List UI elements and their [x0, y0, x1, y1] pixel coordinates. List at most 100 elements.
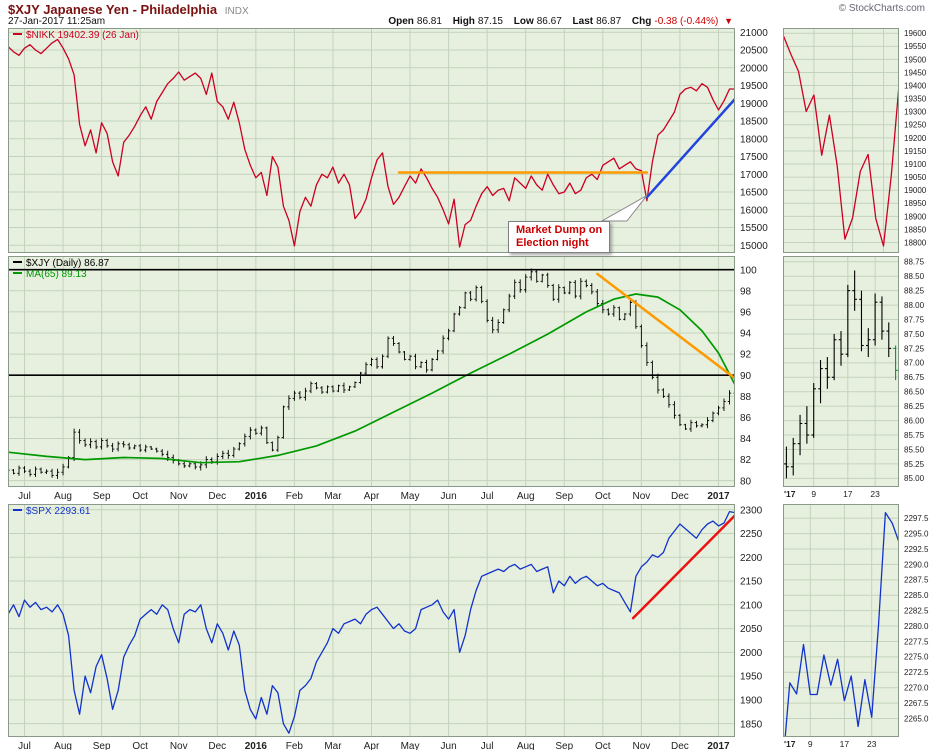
svg-text:Jul: Jul: [481, 741, 494, 750]
svg-text:1900: 1900: [740, 696, 763, 707]
svg-text:2100: 2100: [740, 600, 763, 611]
svg-text:16500: 16500: [740, 188, 768, 199]
svg-text:Dec: Dec: [208, 741, 226, 750]
svg-text:Dec: Dec: [208, 491, 226, 502]
svg-text:18850: 18850: [904, 225, 927, 234]
svg-text:2282.5: 2282.5: [904, 607, 929, 616]
svg-text:23: 23: [867, 739, 877, 749]
chart-xjy-zoom: 88.75 88.50 88.25 88.00 87.75 87.50 87.25 87.00…: [783, 256, 930, 503]
svg-text:15500: 15500: [740, 223, 768, 234]
svg-text:2016: 2016: [245, 741, 268, 750]
svg-text:85.50: 85.50: [904, 445, 925, 454]
svg-text:17000: 17000: [740, 170, 768, 181]
last-value: 86.87: [596, 16, 622, 27]
svg-text:2295.0: 2295.0: [904, 529, 929, 538]
svg-text:Sep: Sep: [555, 741, 573, 750]
svg-text:16000: 16000: [740, 205, 768, 216]
svg-text:Aug: Aug: [517, 741, 535, 750]
svg-text:Apr: Apr: [364, 491, 380, 502]
svg-text:17: 17: [840, 739, 850, 749]
svg-text:87.00: 87.00: [904, 359, 925, 368]
svg-text:Nov: Nov: [632, 491, 650, 502]
svg-text:19550: 19550: [904, 42, 927, 51]
instrument-name: Japanese Yen - Philadelphia: [43, 2, 218, 17]
svg-text:2297.5: 2297.5: [904, 514, 929, 523]
svg-text:88.25: 88.25: [904, 287, 925, 296]
svg-text:15000: 15000: [740, 241, 768, 252]
svg-text:18800: 18800: [904, 238, 927, 247]
svg-text:87.75: 87.75: [904, 315, 925, 324]
svg-text:Oct: Oct: [595, 741, 611, 750]
svg-text:19000: 19000: [904, 186, 927, 195]
chart-xjy-main: 100 98 96 94 92 90 88 86 84 82 80 Jul Aug Sep Oct Nov De…: [8, 256, 780, 503]
svg-text:2300: 2300: [740, 505, 763, 516]
svg-text:87.50: 87.50: [904, 330, 925, 339]
low-label: Low: [513, 16, 534, 27]
svg-text:Nov: Nov: [170, 491, 188, 502]
svg-text:9: 9: [808, 739, 813, 749]
change-label: Chg: [631, 16, 652, 27]
svg-text:Nov: Nov: [170, 741, 188, 750]
svg-text:19450: 19450: [904, 68, 927, 77]
svg-text:98: 98: [740, 286, 752, 297]
svg-text:90: 90: [740, 371, 752, 382]
chart-spx-zoom: 2297.5 2295.0 2292.5 2290.0 2287.5 2285.0 2282…: [783, 504, 930, 750]
svg-text:86.00: 86.00: [904, 416, 925, 425]
svg-text:Dec: Dec: [671, 491, 689, 502]
svg-text:2277.5: 2277.5: [904, 637, 929, 646]
svg-text:2016: 2016: [245, 491, 268, 502]
svg-text:'17: '17: [784, 489, 796, 499]
svg-text:Aug: Aug: [54, 491, 72, 502]
chart-spx-main: 2300 2250 2200 2150 2100 2050 2000 1950 1900 1850…: [8, 504, 780, 750]
symbol-label: $XJY: [8, 2, 40, 17]
svg-text:2287.5: 2287.5: [904, 576, 929, 585]
svg-text:Apr: Apr: [364, 741, 380, 750]
svg-text:92: 92: [740, 350, 752, 361]
svg-text:19000: 19000: [740, 99, 768, 110]
svg-text:88: 88: [740, 392, 752, 403]
svg-text:86.75: 86.75: [904, 373, 925, 382]
svg-text:2017: 2017: [707, 491, 730, 502]
svg-text:Dec: Dec: [671, 741, 689, 750]
svg-text:Jul: Jul: [18, 491, 31, 502]
svg-text:May: May: [401, 741, 420, 750]
svg-text:100: 100: [740, 265, 757, 276]
svg-text:86: 86: [740, 413, 752, 424]
svg-text:21000: 21000: [740, 28, 768, 39]
svg-text:2017: 2017: [707, 741, 730, 750]
svg-text:Jun: Jun: [441, 741, 457, 750]
copyright-label: © StockCharts.com: [838, 3, 925, 14]
svg-text:Sep: Sep: [555, 491, 573, 502]
high-label: High: [452, 16, 475, 27]
annotation-text-line2: Election night: [516, 237, 589, 249]
svg-text:86.50: 86.50: [904, 388, 925, 397]
svg-text:May: May: [401, 491, 420, 502]
low-value: 86.67: [536, 16, 562, 27]
svg-text:Jul: Jul: [18, 741, 31, 750]
annotation-text-line1: Market Dump on: [516, 224, 603, 236]
svg-text:85.00: 85.00: [904, 474, 925, 483]
svg-text:17: 17: [843, 489, 853, 499]
svg-text:Sep: Sep: [93, 741, 111, 750]
svg-text:Mar: Mar: [324, 491, 342, 502]
svg-text:Oct: Oct: [132, 491, 148, 502]
svg-text:18900: 18900: [904, 212, 927, 221]
svg-text:2272.5: 2272.5: [904, 668, 929, 677]
annotation-callout: Market Dump on Election night: [508, 221, 611, 253]
svg-text:82: 82: [740, 455, 752, 466]
svg-text:85.75: 85.75: [904, 431, 925, 440]
svg-text:88.00: 88.00: [904, 301, 925, 310]
svg-text:2275.0: 2275.0: [904, 653, 929, 662]
svg-text:2270.0: 2270.0: [904, 684, 929, 693]
change-value: -0.38 (-0.44%): [654, 16, 719, 27]
svg-text:19600: 19600: [904, 29, 927, 38]
svg-text:Mar: Mar: [324, 741, 342, 750]
svg-text:87.25: 87.25: [904, 344, 925, 353]
svg-text:Sep: Sep: [93, 491, 111, 502]
svg-text:19050: 19050: [904, 173, 927, 182]
svg-text:86.25: 86.25: [904, 402, 925, 411]
svg-text:19350: 19350: [904, 95, 927, 104]
open-value: 86.81: [416, 16, 442, 27]
svg-text:Oct: Oct: [132, 741, 148, 750]
